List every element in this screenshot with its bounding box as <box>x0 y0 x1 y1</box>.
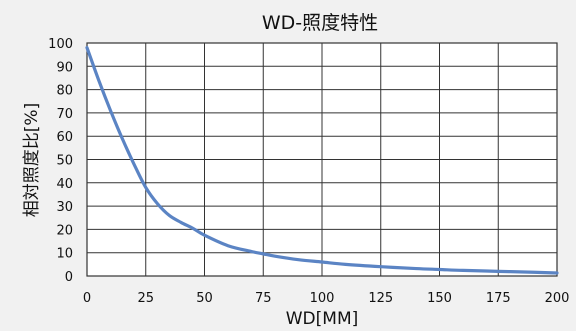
grid-lines <box>86 42 558 277</box>
y-tick-label: 20 <box>56 223 73 238</box>
y-tick-label: 0 <box>65 270 73 285</box>
x-tick-label: 150 <box>427 291 452 306</box>
series-layer <box>85 46 559 275</box>
x-tick-label: 0 <box>83 291 91 306</box>
x-tick-label: 175 <box>486 291 511 306</box>
y-tick-label: 100 <box>48 37 73 52</box>
y-tick-label: 60 <box>56 130 73 145</box>
y-tick-label: 30 <box>56 200 73 215</box>
chart-title: WD-照度特性 <box>262 12 378 34</box>
x-tick-label: 200 <box>545 291 570 306</box>
x-tick-label: 125 <box>368 291 393 306</box>
x-axis-label: WD[MM] <box>286 309 359 329</box>
x-tick-label: 100 <box>310 291 335 306</box>
x-axis-ticks: 0 25 50 75 100 125 150 175 200 <box>83 291 570 306</box>
y-tick-label: 70 <box>56 107 73 122</box>
y-tick-label: 80 <box>56 84 73 99</box>
y-tick-label: 50 <box>56 154 73 169</box>
x-tick-label: 25 <box>137 291 154 306</box>
x-tick-label: 50 <box>196 291 213 306</box>
y-tick-label: 10 <box>56 247 73 262</box>
y-tick-label: 40 <box>56 177 73 192</box>
series-line <box>85 46 559 275</box>
y-axis-label: 相対照度比[%] <box>22 103 42 217</box>
y-axis-ticks: 0 10 20 30 40 50 60 70 80 90 100 <box>48 37 73 285</box>
x-tick-label: 75 <box>255 291 272 306</box>
y-tick-label: 90 <box>56 60 73 75</box>
